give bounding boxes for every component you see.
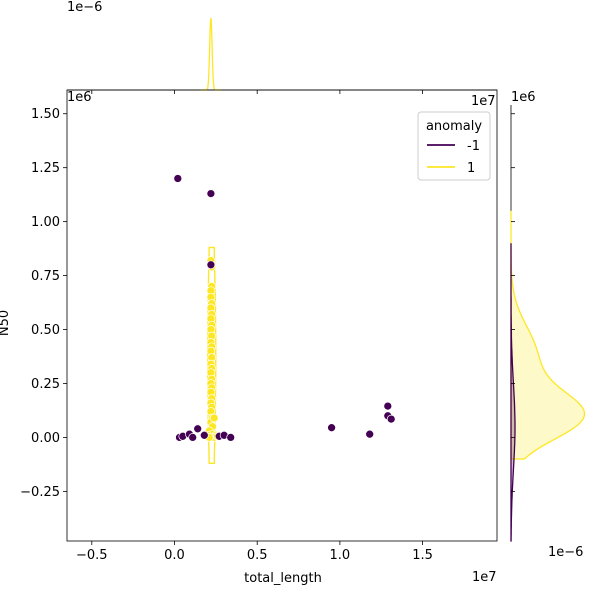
main-axes: −0.5 0.0 0.5 1.0 1.5 −0.25 0.00 0.25 0.50 0.75 1.… bbox=[0, 89, 515, 586]
legend-label-neg1: -1 bbox=[467, 139, 480, 154]
plot-frame bbox=[66, 89, 498, 542]
right-marginal: 1e6 1e−6 bbox=[510, 90, 586, 560]
y-axis-label: N50 bbox=[0, 310, 12, 336]
x-tick-label: 0.5 bbox=[247, 548, 268, 563]
scatter-point-neg1 bbox=[226, 433, 236, 442]
legend-title: anomaly bbox=[426, 119, 482, 134]
y-tick-label: 1.25 bbox=[31, 161, 60, 176]
y-tick-label: 0.25 bbox=[31, 377, 60, 392]
scatter-point-neg1 bbox=[199, 430, 209, 440]
scatter-point-1 bbox=[209, 413, 219, 423]
x-tick-label: −0.5 bbox=[76, 548, 108, 563]
top-marginal-offset: 1e−6 bbox=[67, 0, 102, 15]
right-marginal-kde-1 bbox=[510, 210, 586, 460]
legend-label-1: 1 bbox=[467, 161, 475, 176]
x-ticks: −0.5 0.0 0.5 1.0 1.5 bbox=[76, 90, 433, 563]
scatter-point-neg1 bbox=[173, 174, 183, 183]
y-offset-text: 1e6 bbox=[67, 90, 92, 105]
scatter-point-neg1 bbox=[206, 260, 216, 270]
top-marginal-kde-1 bbox=[200, 17, 222, 91]
y-tick-label: 0.00 bbox=[31, 431, 60, 446]
x-tick-label: 0.0 bbox=[164, 548, 185, 563]
legend-box bbox=[417, 111, 491, 181]
right-marginal-kde-neg1 bbox=[510, 243, 516, 542]
scatter-point-neg1 bbox=[365, 429, 375, 439]
scatter-point-neg1 bbox=[327, 423, 336, 433]
x-tick-label: 1.5 bbox=[412, 548, 433, 563]
x-offset-text: 1e7 bbox=[472, 570, 497, 585]
y-tick-label: 1.50 bbox=[31, 107, 60, 122]
right-marginal-yoffset: 1e6 bbox=[511, 90, 536, 105]
x-axis-label: total_length bbox=[244, 571, 322, 586]
y-ticks: −0.25 0.00 0.25 0.50 0.75 1.00 1.25 1.50 bbox=[20, 107, 515, 500]
x-tick-label: 1.0 bbox=[330, 548, 351, 563]
scatter-point-neg1 bbox=[188, 433, 198, 442]
y-tick-label: 0.75 bbox=[31, 269, 60, 284]
y-tick-label: −0.25 bbox=[20, 485, 60, 500]
scatter-point-neg1 bbox=[206, 189, 216, 198]
scatter-points bbox=[173, 174, 396, 442]
scatter-point-neg1 bbox=[386, 414, 396, 424]
y-tick-label: 0.50 bbox=[31, 323, 60, 338]
top-marginal-xoffset: 1e7 bbox=[471, 94, 496, 109]
legend: anomaly -1 1 bbox=[417, 111, 491, 181]
right-marginal-offset: 1e−6 bbox=[548, 545, 583, 560]
top-marginal: 1e−6 bbox=[67, 0, 497, 91]
y-tick-label: 1.00 bbox=[31, 215, 60, 230]
scatter-point-neg1 bbox=[193, 424, 203, 434]
scatter-point-neg1 bbox=[383, 401, 393, 411]
